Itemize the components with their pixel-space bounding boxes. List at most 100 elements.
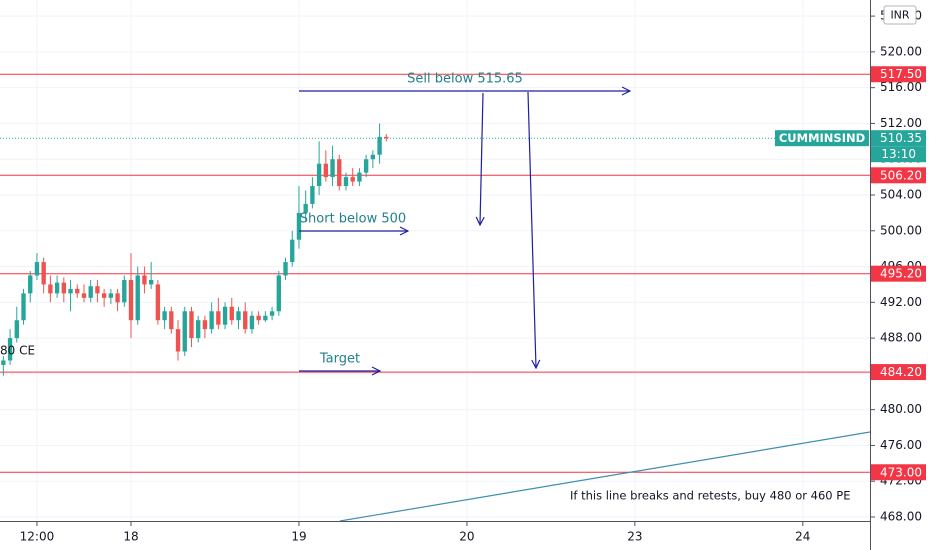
candle-body [115,293,120,303]
x-tick-label: 19 [291,530,306,544]
candle-body [182,311,187,352]
candle-body [323,163,329,178]
arrow [480,92,483,225]
level-label: 484.20 [880,365,922,379]
candle-body [357,172,362,182]
y-tick-label: 516.00 [880,80,922,94]
candle-body [14,320,19,339]
candle-body [263,315,268,321]
y-tick-label: 468.00 [880,509,922,523]
candle-body [142,275,147,285]
level-label: 506.20 [880,168,922,182]
candle-body [21,293,26,321]
annotation: If this line breaks and retests, buy 480… [570,489,850,503]
arrow [527,91,536,368]
candle-body [95,286,100,294]
y-tick-label: 500.00 [880,223,922,237]
level-label: 473.00 [880,465,922,479]
x-tick-label: 23 [627,530,642,544]
candle-body [41,262,46,285]
candle-body [384,136,389,139]
candle-body [310,186,315,204]
candle-body [249,315,255,330]
candle-body [269,311,275,316]
price-tags: 517.50 506.20 495.20 484.20 473.00 CUMMINSIND… [775,5,926,481]
candle-body [88,286,93,298]
candle-body [303,203,308,213]
last-price-label: 510.35 [880,131,922,145]
candle-body [122,279,127,303]
y-tick-label: 476.00 [880,438,922,452]
candle-body [276,275,281,312]
candle-body [7,338,13,361]
candle-body [330,159,335,178]
candle-body [101,293,107,298]
axes: 468.00472.00476.00480.00484.00488.00492.… [20,9,922,544]
candle-body [236,311,241,321]
y-tick-label: 504.00 [880,187,922,201]
candle-body [68,288,73,294]
candle-body [169,311,174,330]
symbol-label: CUMMINSIND [779,131,865,145]
countdown-tag [871,146,926,163]
level-tag [871,364,926,381]
candle-body [229,306,234,321]
annotation: Sell below 515.65 [407,72,523,87]
level-tag [871,265,926,282]
candle-body [296,212,302,240]
x-tick-label: 18 [123,530,138,544]
level-tag [871,464,926,481]
candle-body [1,360,6,365]
grid [0,0,870,521]
candle-body [377,136,382,155]
y-tick-label: 480.00 [880,402,922,416]
candle-body [48,284,53,294]
candle-body [196,320,201,339]
candle-body [350,177,355,182]
symbol-tag [775,130,869,147]
candle-body [162,311,167,321]
y-tick-label: 520.00 [880,44,922,58]
candle-body [202,320,208,330]
candle-body [175,329,181,352]
candle-body [216,311,221,325]
drawings: Sell below 515.65 Short below 500 Target… [0,72,870,521]
candle-body [337,159,342,187]
candle-body [128,279,134,321]
annotation: 80 CE [0,344,35,358]
candle-body [28,275,33,294]
x-tick-label: 12:00 [20,530,55,544]
candle-body [243,311,248,330]
annotation: Short below 500 [300,212,406,227]
level-tag [871,66,926,83]
levels [0,73,870,473]
y-tick-label: 512.00 [880,116,922,130]
candle-body [54,282,60,294]
annotation: Target [319,352,360,367]
candle-body [34,262,40,276]
candle-body [135,275,140,321]
candle-body [61,282,67,294]
level-label: 495.20 [880,267,922,281]
candle-body [148,279,154,285]
candle-body [75,288,80,294]
candle-body [108,293,114,298]
trend-line [339,431,870,521]
y-tick-label: 488.00 [880,331,922,345]
countdown-label: 13:10 [881,147,916,161]
candle-body [189,311,194,339]
level-tag [871,167,926,184]
candle-body [256,315,261,321]
y-tick-label: 492.00 [880,295,922,309]
candle-body [290,239,295,263]
candle-body [343,177,349,187]
candle-body [155,284,161,321]
currency-label: INR [890,9,909,22]
x-tick-label: 20 [459,530,474,544]
candle-body [283,262,288,276]
candle-body [81,293,87,298]
candle-body [370,154,376,160]
candle-body [363,159,369,173]
candle-body [316,163,322,187]
